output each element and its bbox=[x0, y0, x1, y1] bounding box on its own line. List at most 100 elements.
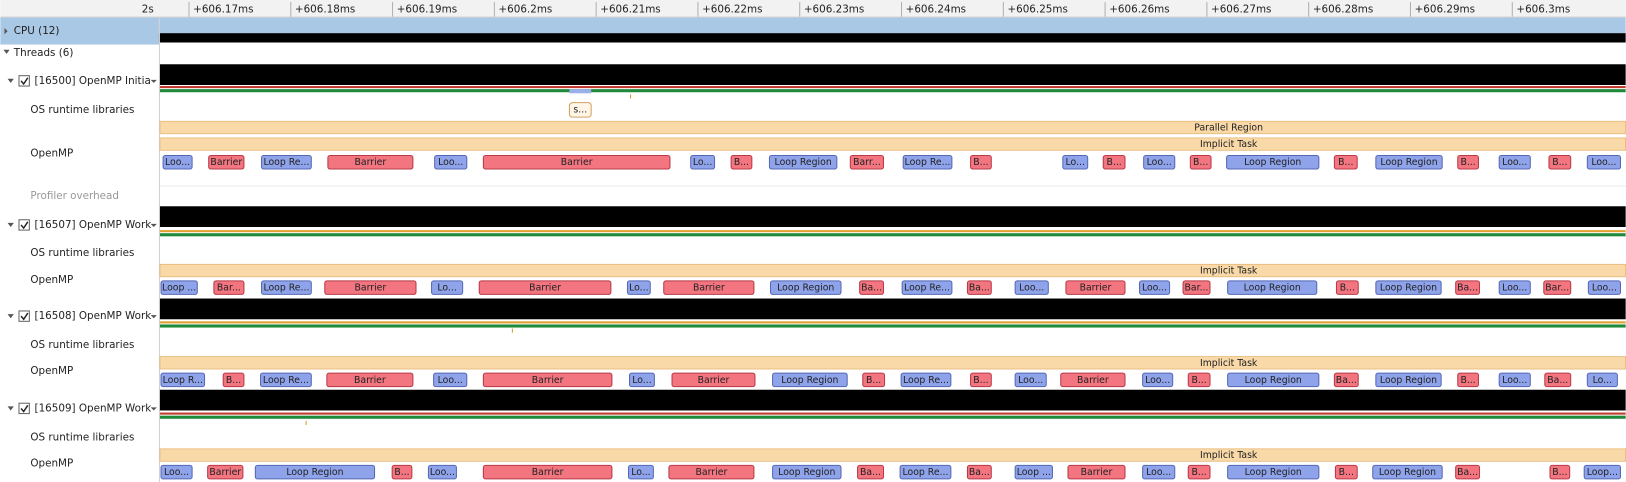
event-box[interactable] bbox=[261, 154, 312, 170]
event-box[interactable] bbox=[1455, 464, 1481, 480]
event-box[interactable] bbox=[769, 280, 842, 295]
event-box[interactable] bbox=[1014, 464, 1053, 480]
event-box[interactable] bbox=[1498, 154, 1531, 170]
range-bar[interactable] bbox=[159, 120, 1626, 135]
event-box[interactable] bbox=[1548, 154, 1572, 170]
event-box[interactable] bbox=[1375, 154, 1443, 170]
event-box[interactable] bbox=[1187, 464, 1211, 480]
event-box[interactable] bbox=[1334, 464, 1358, 480]
thread-menu-arrow[interactable] bbox=[150, 407, 157, 411]
event-box[interactable] bbox=[627, 464, 654, 480]
event-box[interactable] bbox=[1375, 280, 1442, 295]
event-box[interactable] bbox=[966, 280, 992, 295]
event-box[interactable] bbox=[160, 372, 206, 388]
collapse-arrow[interactable] bbox=[3, 49, 10, 54]
event-box[interactable] bbox=[261, 280, 312, 295]
event-box[interactable] bbox=[1182, 280, 1211, 295]
event-box[interactable] bbox=[427, 464, 457, 480]
event-box[interactable] bbox=[1227, 372, 1320, 388]
event-box[interactable] bbox=[730, 154, 753, 170]
event-box[interactable] bbox=[768, 154, 838, 170]
event-box[interactable] bbox=[1138, 280, 1171, 295]
event-box[interactable] bbox=[1062, 154, 1089, 170]
event-box[interactable] bbox=[1014, 280, 1049, 295]
range-bar[interactable] bbox=[159, 137, 1626, 151]
event-box[interactable] bbox=[970, 372, 992, 388]
collapse-arrow[interactable] bbox=[7, 406, 14, 411]
event-box[interactable] bbox=[1587, 280, 1621, 295]
event-box[interactable] bbox=[862, 372, 886, 388]
event-box[interactable] bbox=[433, 372, 468, 388]
event-box[interactable] bbox=[668, 464, 755, 480]
event-box[interactable] bbox=[1498, 372, 1531, 388]
event-box[interactable] bbox=[254, 464, 376, 480]
event-box[interactable] bbox=[391, 464, 413, 480]
event-box[interactable] bbox=[1227, 464, 1320, 480]
thread-menu-arrow[interactable] bbox=[150, 315, 157, 319]
event-box[interactable] bbox=[1583, 464, 1621, 480]
event-box[interactable] bbox=[1142, 464, 1176, 480]
event-box[interactable] bbox=[160, 280, 198, 295]
event-box[interactable] bbox=[899, 464, 952, 480]
event-box[interactable] bbox=[327, 154, 414, 170]
event-box[interactable] bbox=[207, 464, 244, 480]
event-box[interactable] bbox=[208, 154, 245, 170]
event-box[interactable] bbox=[434, 154, 468, 170]
event-box[interactable] bbox=[324, 280, 417, 295]
event-box[interactable] bbox=[1549, 464, 1571, 480]
event-box[interactable] bbox=[663, 280, 755, 295]
event-box[interactable] bbox=[259, 372, 312, 388]
event-box[interactable] bbox=[1543, 280, 1572, 295]
event-box[interactable] bbox=[1189, 154, 1212, 170]
event-box[interactable] bbox=[478, 280, 612, 295]
event-box[interactable] bbox=[1060, 372, 1126, 388]
event-box[interactable] bbox=[1067, 464, 1126, 480]
event-box[interactable] bbox=[482, 372, 613, 388]
event-box[interactable] bbox=[1014, 372, 1047, 388]
event-box[interactable] bbox=[1544, 372, 1572, 388]
event-box[interactable] bbox=[970, 154, 992, 170]
collapse-arrow[interactable] bbox=[7, 314, 14, 319]
expand-arrow[interactable] bbox=[4, 27, 8, 35]
os-call-box[interactable] bbox=[568, 102, 592, 118]
event-box[interactable] bbox=[626, 280, 651, 295]
event-box[interactable] bbox=[482, 464, 613, 480]
event-box[interactable] bbox=[1375, 372, 1442, 388]
event-box[interactable] bbox=[222, 372, 245, 388]
event-box[interactable] bbox=[213, 280, 245, 295]
collapse-arrow[interactable] bbox=[7, 222, 14, 228]
thread-menu-arrow[interactable] bbox=[150, 223, 157, 228]
cpu-row-selected[interactable] bbox=[0, 17, 159, 45]
event-box[interactable] bbox=[1142, 372, 1174, 388]
event-box[interactable] bbox=[1457, 372, 1479, 388]
thread-menu-arrow[interactable] bbox=[150, 79, 157, 83]
event-box[interactable] bbox=[849, 154, 885, 170]
event-box[interactable] bbox=[1586, 154, 1621, 170]
event-box[interactable] bbox=[1102, 154, 1126, 170]
event-box[interactable] bbox=[1065, 280, 1126, 295]
event-box[interactable] bbox=[900, 372, 952, 388]
event-box[interactable] bbox=[690, 154, 716, 170]
event-box[interactable] bbox=[629, 372, 655, 388]
event-box[interactable] bbox=[901, 280, 953, 295]
thread-checkbox[interactable] bbox=[18, 402, 30, 415]
range-bar[interactable] bbox=[159, 356, 1626, 370]
event-box[interactable] bbox=[772, 372, 848, 388]
event-box[interactable] bbox=[1586, 372, 1618, 388]
event-box[interactable] bbox=[1187, 372, 1211, 388]
event-box[interactable] bbox=[326, 372, 414, 388]
event-box[interactable] bbox=[1333, 372, 1359, 388]
event-box[interactable] bbox=[1457, 154, 1479, 170]
event-box[interactable] bbox=[1227, 280, 1318, 295]
event-box[interactable] bbox=[671, 372, 756, 388]
event-box[interactable] bbox=[902, 154, 953, 170]
event-box[interactable] bbox=[1335, 280, 1359, 295]
collapse-arrow[interactable] bbox=[7, 78, 14, 83]
event-box[interactable] bbox=[1498, 280, 1531, 295]
event-box[interactable] bbox=[1226, 154, 1320, 170]
event-box[interactable] bbox=[431, 280, 464, 295]
range-bar[interactable] bbox=[159, 448, 1626, 462]
thread-checkbox[interactable] bbox=[18, 219, 30, 231]
thread-checkbox[interactable] bbox=[18, 310, 30, 322]
thread-checkbox[interactable] bbox=[18, 75, 30, 87]
